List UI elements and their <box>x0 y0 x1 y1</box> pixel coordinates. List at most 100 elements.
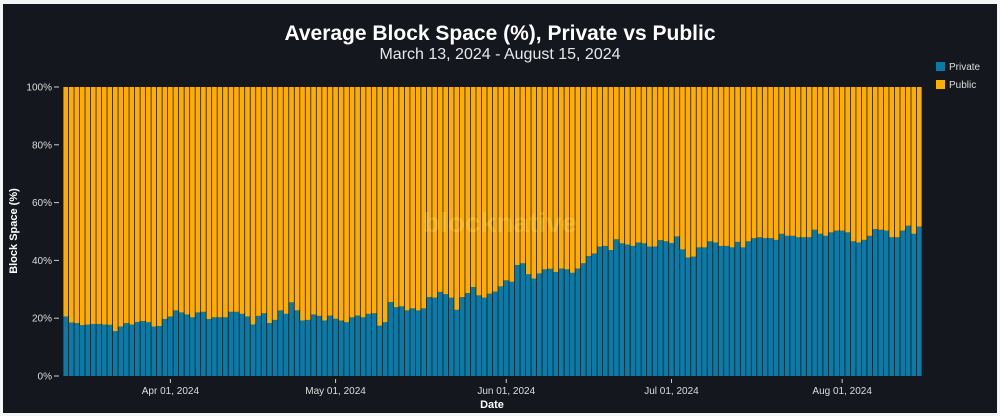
bar-private <box>239 313 245 376</box>
bar-private <box>448 297 454 376</box>
bar-public <box>603 87 608 246</box>
bar-public <box>123 87 129 324</box>
bar-public <box>129 87 135 325</box>
bar-private <box>828 232 834 376</box>
bar-private <box>371 313 377 376</box>
x-axis: Apr 01, 2024 May 01, 2024 Jun 01, 2024 Jul … <box>142 379 872 397</box>
bar-public <box>630 87 636 246</box>
bar-private <box>542 269 548 376</box>
bar-private <box>223 317 228 376</box>
bar-private <box>751 238 757 376</box>
legend: Private Public <box>936 62 981 91</box>
bar-public <box>234 87 239 312</box>
bar-public <box>118 87 124 327</box>
bar-public <box>652 87 658 247</box>
bar-public <box>90 87 96 324</box>
bar-private <box>498 286 504 376</box>
bar-private <box>801 237 806 376</box>
bar-public <box>212 87 217 318</box>
bar-private <box>674 236 680 376</box>
bar-public <box>641 87 647 244</box>
bar-public <box>355 87 360 316</box>
bar-private <box>757 237 762 376</box>
bar-private <box>134 321 140 376</box>
bar-private <box>278 310 283 376</box>
bar-private <box>267 323 272 376</box>
bar-public <box>377 87 382 326</box>
x-tick-label: Apr 01, 2024 <box>142 386 200 397</box>
x-tick-label: Aug 01, 2024 <box>812 386 872 397</box>
bar-public <box>547 87 553 269</box>
bar-public <box>839 87 845 231</box>
bar-private <box>201 311 206 376</box>
bar-public <box>564 87 570 270</box>
bar-private <box>900 230 906 376</box>
bar-private <box>586 256 592 376</box>
bar-private <box>894 237 900 376</box>
bar-private <box>410 308 416 376</box>
bar-public <box>311 87 316 315</box>
bar-public <box>509 87 515 282</box>
bar-public <box>388 87 393 303</box>
legend-item-public[interactable]: Public <box>936 80 976 91</box>
bar-public <box>812 87 817 230</box>
bar-private <box>558 268 564 376</box>
bar-private <box>261 313 267 376</box>
bar-public <box>916 87 922 227</box>
bar-private <box>812 229 817 376</box>
bar-public <box>443 87 449 295</box>
bar-public <box>68 87 74 323</box>
bar-public <box>404 87 410 311</box>
bar-public <box>283 87 289 314</box>
bar-private <box>333 318 338 376</box>
bar-private <box>162 319 168 376</box>
bar-public <box>195 87 201 313</box>
bar-public <box>421 87 427 309</box>
bar-private <box>228 311 234 376</box>
bar-public <box>470 87 476 287</box>
bar-private <box>157 326 162 376</box>
bar-private <box>487 293 493 376</box>
bar-private <box>784 235 790 376</box>
bar-private <box>322 320 327 376</box>
bar-public <box>872 87 878 230</box>
bar-private <box>889 237 895 376</box>
bar-private <box>305 319 311 376</box>
bar-public <box>680 87 685 250</box>
bar-private <box>151 326 157 376</box>
y-tick-label: 100% <box>26 83 52 94</box>
bar-private <box>779 233 784 376</box>
bar-private <box>663 241 669 376</box>
bar-private <box>652 246 658 376</box>
bar-public <box>74 87 80 324</box>
bar-private <box>459 297 465 376</box>
bar-public <box>333 87 338 319</box>
y-tick-label: 60% <box>32 198 52 209</box>
bar-private <box>724 245 729 376</box>
bar-public <box>201 87 206 312</box>
bar-public <box>658 87 663 241</box>
legend-item-private[interactable]: Private <box>936 62 981 73</box>
bar-private <box>592 253 597 376</box>
bar-private <box>283 313 289 376</box>
bar-private <box>795 237 801 376</box>
bar-public <box>487 87 493 294</box>
bar-private <box>388 302 393 376</box>
bar-public <box>751 87 757 239</box>
bar-public <box>223 87 228 318</box>
x-tick-label: May 01, 2024 <box>305 386 366 397</box>
bar-public <box>740 87 746 248</box>
bar-public <box>151 87 157 327</box>
bar-public <box>757 87 762 238</box>
bar-private <box>773 239 779 376</box>
bar-public <box>883 87 889 231</box>
bar-public <box>592 87 597 254</box>
bar-public <box>399 87 404 307</box>
bar-public <box>344 87 349 323</box>
bar-public <box>520 87 526 264</box>
bar-private <box>547 268 553 376</box>
bar-public <box>316 87 322 316</box>
bar-public <box>267 87 272 324</box>
bar-private <box>872 229 878 376</box>
bar-public <box>272 87 278 320</box>
